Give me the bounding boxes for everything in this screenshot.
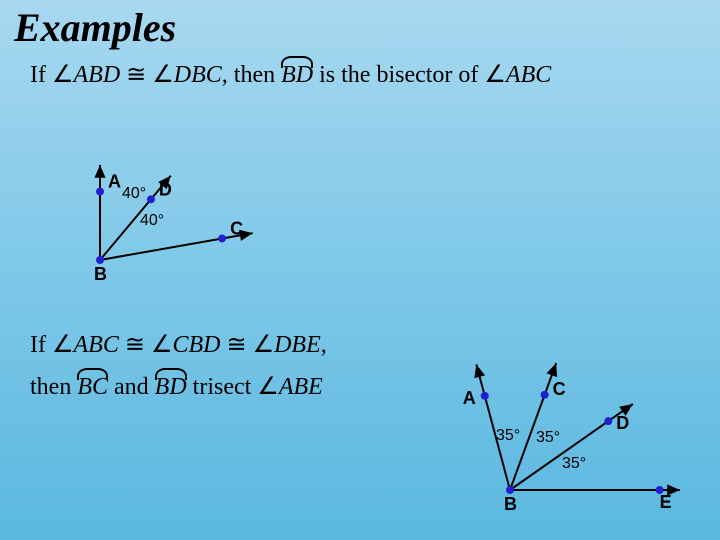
page-title: Examples	[14, 4, 176, 51]
angle-dbc: DBC	[174, 62, 222, 88]
ray-bc: BC	[77, 374, 108, 401]
txt: ≅ ∠	[120, 62, 174, 88]
ray-bd: BD	[281, 62, 313, 89]
svg-text:E: E	[660, 492, 672, 512]
svg-text:D: D	[159, 179, 172, 199]
txt: then	[30, 374, 77, 400]
txt: , then	[222, 62, 281, 88]
txt: trisect ∠	[187, 374, 279, 400]
svg-text:B: B	[504, 494, 517, 514]
angle-cbd: CBD	[172, 332, 220, 358]
svg-text:A: A	[108, 172, 121, 192]
svg-text:C: C	[553, 379, 566, 399]
txt: ≅ ∠	[119, 332, 173, 358]
txt: If ∠	[30, 62, 74, 88]
svg-text:35°: 35°	[496, 427, 520, 444]
txt: If ∠	[30, 332, 74, 358]
angle-abc: ABC	[506, 62, 551, 88]
svg-text:40°: 40°	[122, 185, 146, 202]
txt: and	[108, 374, 155, 400]
txt: ≅ ∠	[220, 332, 274, 358]
svg-text:A: A	[463, 388, 476, 408]
angle-abc2: ABC	[74, 332, 119, 358]
svg-text:35°: 35°	[562, 455, 586, 472]
svg-text:D: D	[616, 413, 629, 433]
svg-text:B: B	[94, 264, 107, 284]
angle-abd: ABD	[74, 62, 121, 88]
angle-abe: ABE	[279, 374, 323, 400]
diagram-trisector: ACDEB35°35°35°	[390, 330, 710, 530]
ray-bd2: BD	[155, 374, 187, 401]
statement-trisector-line2: then BC and BD trisect ∠ABE	[30, 372, 323, 401]
angle-dbe: DBE	[274, 332, 321, 358]
diagram-bisector: A D C B 40° 40°	[30, 110, 290, 300]
svg-text:35°: 35°	[536, 429, 560, 446]
svg-text:C: C	[230, 218, 243, 238]
svg-text:40°: 40°	[140, 212, 164, 229]
txt: is the bisector of ∠	[313, 62, 506, 88]
statement-bisector: If ∠ABD ≅ ∠DBC, then BD is the bisector …	[30, 60, 551, 89]
txt: ,	[321, 332, 327, 358]
statement-trisector-line1: If ∠ABC ≅ ∠CBD ≅ ∠DBE,	[30, 330, 327, 359]
